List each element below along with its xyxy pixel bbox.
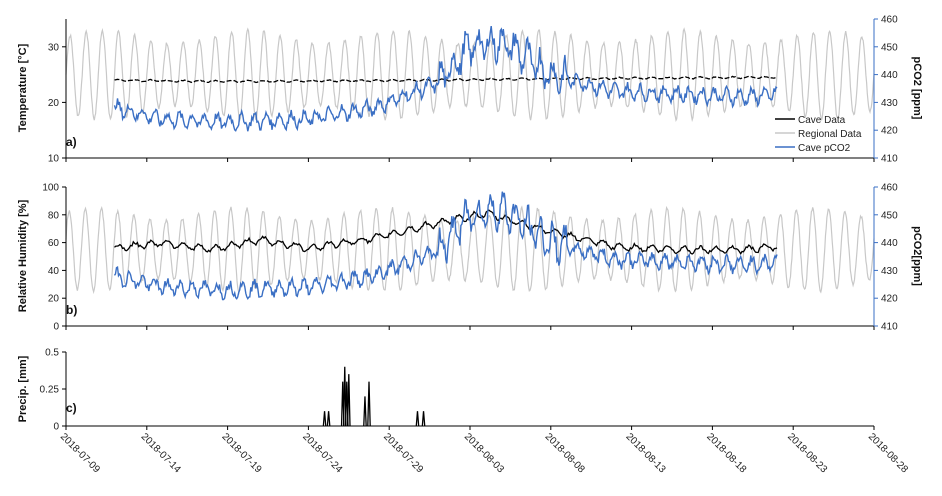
legend-label-regional: Regional Data (798, 129, 862, 140)
y2-tick-label: 460 (881, 183, 898, 194)
precip-bar (346, 374, 351, 427)
cave-data-line (114, 75, 778, 84)
cave-pco2-line (113, 26, 778, 132)
panel-a-pco2-series (113, 26, 778, 132)
x-tick-label: 2018-07-09 (58, 431, 102, 475)
panel-a-axes: 10 20 30 410 420 430 440 450 460 (48, 15, 898, 165)
y2-tick-label: 420 (881, 294, 898, 305)
y-tick-label: 0.5 (45, 348, 59, 359)
regional-data-line (65, 205, 875, 295)
precip-bar (326, 411, 331, 427)
y-tick-label: 40 (48, 266, 60, 277)
panel-a-label: a) (66, 135, 77, 149)
panel-b-ylabel: Relative Humidity [%] (17, 199, 29, 312)
y-tick-label: 10 (48, 154, 60, 165)
x-tick-label: 2018-07-29 (381, 431, 425, 475)
panel-b-label: b) (66, 303, 77, 317)
y2-tick-label: 430 (881, 266, 898, 277)
y2-tick-label: 440 (881, 238, 898, 249)
panel-b-cave-series (114, 209, 778, 255)
x-axis-date-labels: 2018-07-09 2018-07-14 2018-07-19 2018-07-24… (58, 431, 910, 475)
y2-tick-label: 410 (881, 154, 898, 165)
precip-bar (367, 381, 371, 427)
panel-c-axes: 0 0.25 0.5 (40, 348, 875, 433)
y-tick-label: 0 (53, 422, 59, 433)
panel-c-ylabel: Precip. [mm] (17, 355, 29, 422)
precip-bar (363, 396, 367, 427)
y-tick-label: 20 (48, 98, 60, 109)
legend: Cave Data Regional Data Cave pCO2 (775, 115, 862, 154)
legend-label-cave: Cave Data (798, 115, 846, 126)
panel-a-cave-series (114, 75, 778, 84)
y-tick-label: 20 (48, 294, 60, 305)
x-tick-label: 2018-08-18 (704, 431, 748, 475)
x-tick-label: 2018-08-03 (462, 431, 506, 475)
y2-tick-label: 460 (881, 15, 898, 26)
y2-tick-label: 410 (881, 322, 898, 333)
y2-tick-label: 430 (881, 98, 898, 109)
panel-c-precip-series (322, 366, 426, 427)
y-tick-label: 80 (48, 210, 60, 221)
y2-tick-label: 450 (881, 42, 898, 53)
precip-bar (421, 411, 426, 427)
x-tick-label: 2018-08-23 (785, 431, 829, 475)
panel-b-pco2-series (113, 191, 778, 301)
precip-bar (415, 411, 420, 427)
panel-b-regional-series (65, 205, 875, 295)
precip-bar (322, 411, 327, 427)
cave-data-line (114, 209, 778, 255)
y2-tick-label: 440 (881, 70, 898, 81)
legend-label-pco2: Cave pCO2 (798, 143, 851, 154)
y-tick-label: 0.25 (40, 385, 60, 396)
y-tick-label: 100 (42, 183, 59, 194)
panel-a-ylabel: Temperature [°C] (17, 43, 29, 132)
panel-c-label: c) (66, 401, 77, 415)
panel-a-y2label: pCO2 [ppm] (911, 57, 923, 120)
panel-b: 0 20 40 60 80 100 410 420 430 440 450 460 Relative … (17, 183, 923, 333)
x-tick-label: 2018-08-28 (866, 431, 910, 475)
x-tick-label: 2018-07-14 (139, 431, 183, 475)
y2-tick-label: 450 (881, 210, 898, 221)
panel-a-regional-series (65, 27, 875, 123)
panel-b-y2label: pCO2[ppm] (911, 226, 923, 286)
y-tick-label: 30 (48, 42, 60, 53)
cave-pco2-line (113, 191, 778, 301)
y-tick-label: 0 (53, 322, 59, 333)
panel-a: 10 20 30 410 420 430 440 450 460 Temperature [°C… (17, 15, 923, 165)
panel-c: 0 0.25 0.5 Precip. [mm] c) (17, 348, 875, 433)
x-tick-label: 2018-07-24 (300, 431, 344, 475)
panel-b-axes: 0 20 40 60 80 100 410 420 430 440 450 460 (42, 183, 898, 333)
regional-data-line (65, 27, 875, 123)
x-tick-label: 2018-08-13 (623, 431, 667, 475)
y-tick-label: 60 (48, 238, 60, 249)
y2-tick-label: 420 (881, 126, 898, 137)
x-tick-label: 2018-08-08 (543, 431, 587, 475)
x-tick-label: 2018-07-19 (219, 431, 263, 475)
